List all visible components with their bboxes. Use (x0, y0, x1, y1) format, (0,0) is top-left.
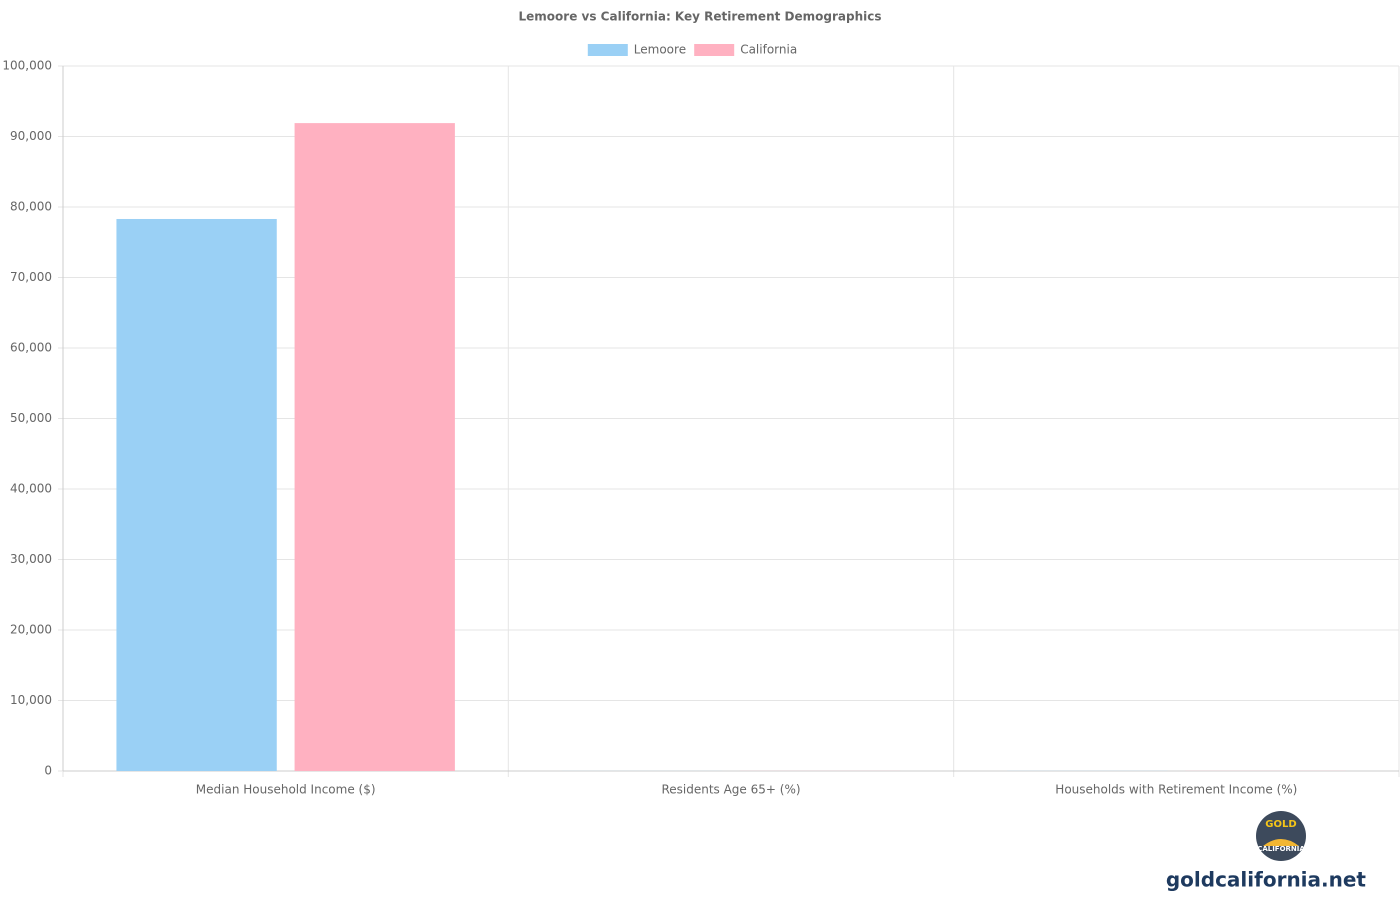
y-tick-label: 70,000 (10, 270, 52, 284)
y-tick-label: 60,000 (10, 341, 52, 355)
legend-swatch (588, 44, 628, 56)
bar (116, 219, 276, 771)
y-tick-label: 30,000 (10, 552, 52, 566)
y-tick-label: 90,000 (10, 129, 52, 143)
y-tick-label: 40,000 (10, 482, 52, 496)
logo-top: GOLD (1265, 819, 1296, 830)
legend-swatch (694, 44, 734, 56)
y-tick-label: 10,000 (10, 693, 52, 707)
y-tick-label: 100,000 (2, 59, 52, 73)
bar (295, 123, 455, 771)
logo-bottom: CALIFORNIA (1257, 845, 1305, 853)
legend-label: California (740, 43, 797, 57)
chart-title: Lemoore vs California: Key Retirement De… (519, 10, 882, 24)
x-tick-label: Median Household Income ($) (196, 783, 376, 797)
logo: GOLD CALIFORNIA (1256, 811, 1306, 861)
legend-label: Lemoore (634, 43, 686, 57)
y-tick-label: 20,000 (10, 623, 52, 637)
site-name: goldcalifornia.net (1166, 868, 1367, 892)
y-tick-label: 80,000 (10, 200, 52, 214)
y-tick-label: 0 (44, 764, 52, 778)
x-tick-label: Residents Age 65+ (%) (661, 783, 800, 797)
y-tick-label: 50,000 (10, 411, 52, 425)
x-tick-label: Households with Retirement Income (%) (1055, 783, 1297, 797)
